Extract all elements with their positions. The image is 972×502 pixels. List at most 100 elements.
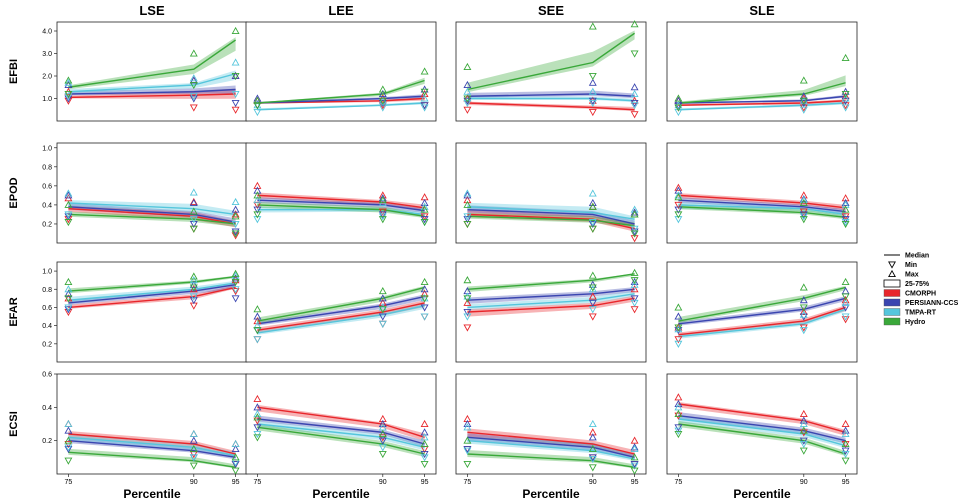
max-marker-hydro [674, 94, 683, 102]
min-marker-hydro [588, 464, 597, 472]
min-marker-hydro [463, 95, 472, 103]
min-marker-persiann-ccs [231, 295, 240, 303]
max-marker-persiann-ccs [64, 426, 73, 434]
min-marker-hydro [463, 220, 472, 229]
max-marker-persiann-ccs [378, 294, 387, 302]
min-marker-hydro [64, 295, 73, 303]
max-marker-cmorph [231, 210, 240, 218]
min-marker-persiann-ccs [420, 304, 429, 312]
max-marker-tmpa-rt [231, 58, 240, 66]
min-marker-cmorph [378, 102, 387, 110]
min-marker-tmpa-rt [189, 293, 198, 301]
min-marker-hydro [64, 219, 73, 227]
band-hydro [678, 203, 846, 220]
median-line-hydro [678, 206, 846, 218]
legend-max-swatch [888, 269, 896, 278]
median-line-tmpa-rt [467, 439, 635, 460]
min-marker-tmpa-rt [674, 108, 683, 117]
median-line-cmorph [68, 433, 236, 455]
max-marker-tmpa-rt [253, 196, 262, 204]
panel-frame [245, 142, 437, 244]
median-line-persiann-ccs [467, 208, 635, 225]
legend-label-cmorph: CMORPH [905, 291, 936, 298]
y-tick-label: 4.0 [42, 29, 52, 36]
min-marker-cmorph [231, 232, 240, 240]
max-marker-cmorph [253, 181, 262, 189]
max-marker-hydro [189, 49, 198, 57]
min-marker-tmpa-rt [189, 454, 198, 462]
min-marker-hydro [253, 327, 262, 335]
min-marker-hydro [253, 102, 262, 110]
max-marker-persiann-ccs [674, 96, 683, 104]
max-marker-hydro [378, 196, 387, 204]
row-title-efbi: EFBI [8, 59, 20, 84]
min-marker-tmpa-rt [64, 93, 73, 101]
min-marker-tmpa-rt [253, 336, 262, 344]
min-marker-tmpa-rt [674, 427, 683, 435]
column-title-sle: SLE [749, 3, 775, 18]
max-marker-tmpa-rt [674, 325, 683, 333]
max-marker-persiann-ccs [253, 312, 262, 320]
min-marker-tmpa-rt [463, 213, 472, 221]
max-marker-hydro [64, 436, 73, 444]
max-marker-hydro [378, 85, 387, 93]
min-marker-hydro [231, 230, 240, 238]
min-marker-hydro [189, 284, 198, 292]
min-marker-hydro [674, 324, 683, 332]
x-tick-label: 75 [675, 479, 683, 486]
min-marker-tmpa-rt [799, 327, 808, 335]
max-marker-hydro [189, 272, 198, 280]
max-marker-hydro [588, 202, 597, 210]
median-line-tmpa-rt [68, 436, 236, 457]
min-marker-persiann-ccs [463, 97, 472, 105]
min-marker-persiann-ccs [463, 445, 472, 454]
min-marker-hydro [588, 72, 597, 81]
max-marker-hydro [841, 439, 850, 448]
panel-efbi-see [455, 20, 647, 122]
min-marker-persiann-ccs [799, 211, 808, 219]
max-marker-persiann-ccs [253, 94, 262, 102]
legend-label-min: Min [905, 262, 917, 269]
max-marker-persiann-ccs [64, 289, 73, 297]
legend-color-swatch-tmpa-rt [883, 308, 901, 316]
min-marker-tmpa-rt [420, 104, 429, 112]
min-marker-hydro [378, 450, 387, 459]
max-marker-persiann-ccs [189, 198, 198, 207]
median-line-cmorph [68, 286, 236, 309]
band-persiann-ccs [68, 437, 236, 460]
row-title-efar: EFAR [8, 297, 20, 326]
min-marker-persiann-ccs [588, 97, 597, 105]
min-marker-hydro [674, 430, 683, 439]
min-marker-hydro [189, 81, 198, 90]
max-marker-hydro [253, 96, 262, 104]
max-marker-tmpa-rt [64, 419, 73, 428]
min-marker-tmpa-rt [588, 455, 597, 464]
max-marker-persiann-ccs [420, 285, 429, 293]
median-line-persiann-ccs [257, 199, 425, 212]
max-marker-cmorph [253, 394, 262, 403]
min-marker-hydro [378, 306, 387, 314]
max-marker-hydro [64, 76, 73, 84]
x-tick-label: 90 [190, 479, 198, 486]
min-marker-persiann-ccs [630, 295, 639, 303]
max-marker-cmorph [841, 296, 850, 304]
min-marker-hydro [588, 225, 597, 233]
column-title-lse: LSE [139, 3, 165, 18]
max-marker-tmpa-rt [253, 409, 262, 418]
y-tick-label: 1.0 [42, 269, 52, 276]
min-marker-cmorph [463, 106, 472, 114]
median-line-hydro [68, 213, 236, 225]
min-marker-cmorph [189, 104, 198, 112]
x-tick-label: 75 [464, 479, 472, 486]
band-tmpa-rt [68, 433, 236, 458]
median-line-persiann-ccs [68, 88, 236, 95]
max-marker-hydro [630, 210, 639, 218]
legend-label-hydro: Hydro [905, 319, 925, 326]
max-marker-tmpa-rt [64, 189, 73, 197]
min-marker-tmpa-rt [799, 440, 808, 449]
panel-ecsi-lse: 0.2 0.4 0.6 75 90 95 Percentile [42, 372, 248, 501]
min-marker-tmpa-rt [674, 340, 683, 348]
min-marker-cmorph [799, 104, 808, 112]
max-marker-hydro [253, 413, 262, 421]
median-line-hydro [678, 423, 846, 455]
